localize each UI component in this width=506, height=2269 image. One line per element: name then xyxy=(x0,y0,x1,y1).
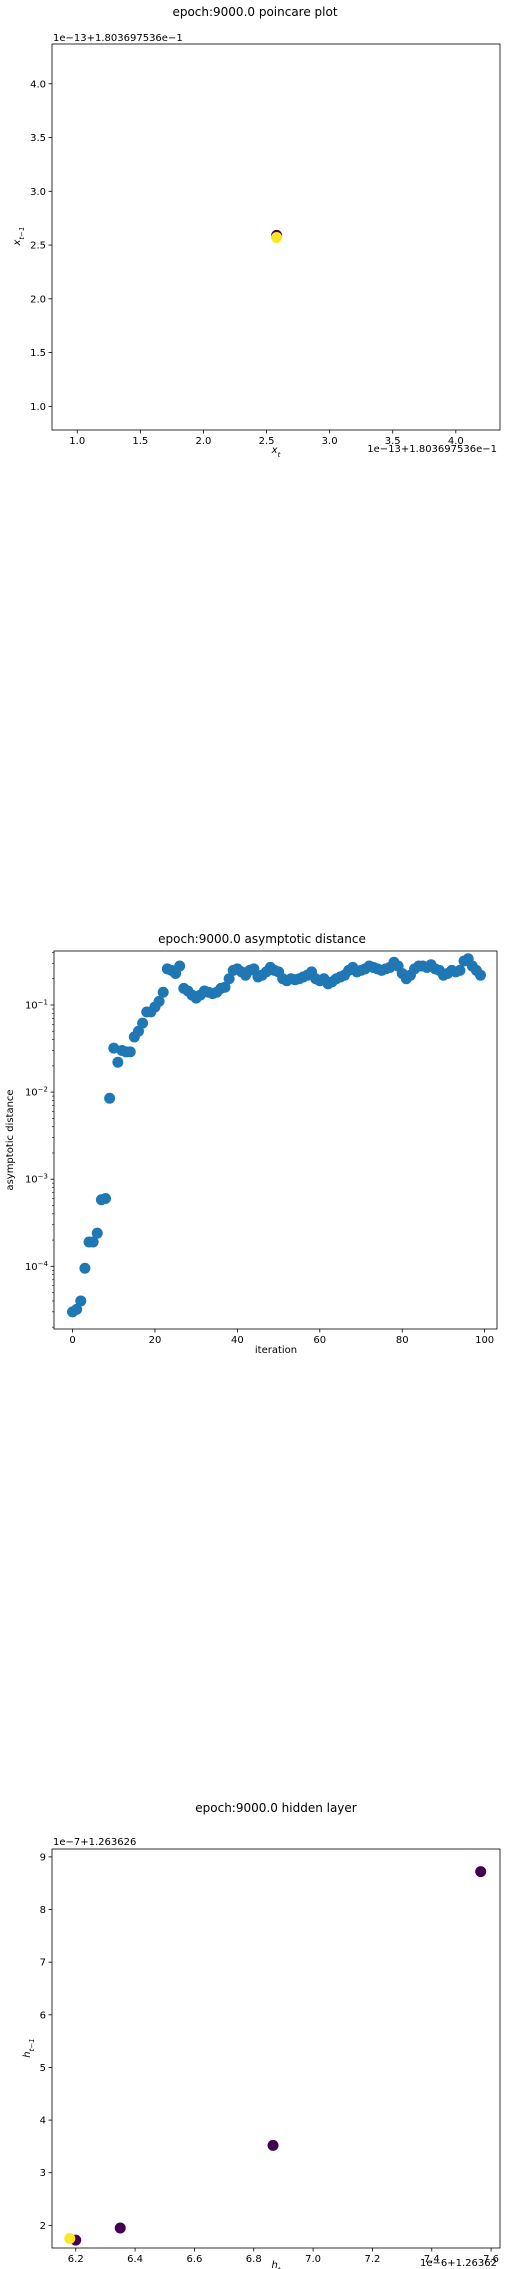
scatter-point xyxy=(91,1227,103,1239)
scatter-point xyxy=(114,2222,126,2234)
x-tick-label: 6.6 xyxy=(186,2254,202,2265)
x-tick-label: 80 xyxy=(396,1335,409,1346)
x-tick-label: 0 xyxy=(69,1335,75,1346)
y-tick-label: 10−4 xyxy=(25,1260,49,1273)
x-tick-label: 3.0 xyxy=(322,436,338,447)
hidden-y-ticks: 2 3 4 5 6 7 8 9 xyxy=(40,1852,52,2232)
asymptotic-x-axis-label: iteration xyxy=(255,1345,297,1356)
scatter-point xyxy=(124,1046,136,1058)
scatter-point xyxy=(267,2139,279,2151)
poincare-y-axis-label: xt−1 xyxy=(12,227,26,247)
x-tick-label: 6.2 xyxy=(68,2254,84,2265)
y-tick-label: 10−1 xyxy=(25,999,48,1012)
hidden-x-axis-label: ht xyxy=(271,2260,280,2269)
scatter-point xyxy=(100,1193,112,1205)
x-tick-label: 1.5 xyxy=(132,436,148,447)
asymptotic-distance-chart: epoch:9000.0 asymptotic distance iterati… xyxy=(5,932,498,1356)
hidden-x-ticks: 6.2 6.4 6.6 6.8 7.0 7.2 7.4 7.6 xyxy=(68,2248,499,2265)
y-tick-label: 4.0 xyxy=(30,79,46,90)
hidden-x-offset-label: 1e−6+1.26362 xyxy=(420,2258,497,2269)
x-tick-label: 40 xyxy=(231,1335,244,1346)
y-tick-label: 10−2 xyxy=(25,1086,48,1099)
asymptotic-y-ticks: 10−4 10−3 10−2 10−1 xyxy=(25,952,54,1328)
scatter-point xyxy=(248,963,260,975)
scatter-point xyxy=(219,981,231,993)
y-tick-label: 8 xyxy=(40,1905,46,1916)
asymptotic-axes-frame xyxy=(53,950,498,1330)
y-tick-label: 5 xyxy=(40,2063,46,2074)
asymptotic-points xyxy=(67,953,487,1318)
scatter-point xyxy=(157,986,169,998)
y-tick-label: 3 xyxy=(40,2168,46,2179)
poincare-y-offset-label: 1e−13+1.803697536e−1 xyxy=(53,33,183,44)
scatter-point xyxy=(174,960,186,972)
hidden-y-axis-label: ht−1 xyxy=(22,2038,36,2057)
asymptotic-x-ticks: 0 20 40 60 80 100 xyxy=(69,1329,494,1346)
x-tick-label: 7.0 xyxy=(305,2254,321,2265)
x-tick-label: 20 xyxy=(149,1335,162,1346)
y-tick-label: 3.0 xyxy=(30,187,46,198)
scatter-point xyxy=(454,964,466,976)
hidden-points xyxy=(64,1866,487,2246)
scatter-point xyxy=(71,1303,83,1315)
poincare-x-offset-label: 1e−13+1.803697536e−1 xyxy=(367,444,497,455)
x-tick-label: 100 xyxy=(475,1335,494,1346)
y-tick-label: 9 xyxy=(40,1852,46,1863)
scatter-point xyxy=(79,1262,91,1274)
scatter-point xyxy=(475,1866,487,1878)
x-tick-label: 3.5 xyxy=(385,436,401,447)
y-tick-label: 1.5 xyxy=(30,348,46,359)
y-tick-label: 2.0 xyxy=(30,294,46,305)
scatter-point xyxy=(108,1042,120,1054)
hidden-axes-frame xyxy=(51,1848,501,2249)
x-tick-label: 60 xyxy=(313,1335,326,1346)
y-tick-label: 1.0 xyxy=(30,402,46,413)
hidden-y-offset-label: 1e−7+1.263626 xyxy=(53,1837,136,1848)
y-tick-label: 7 xyxy=(40,1958,46,1969)
scatter-point xyxy=(271,232,283,244)
scatter-point xyxy=(87,1236,99,1248)
x-tick-label: 7.6 xyxy=(483,2254,499,2265)
scatter-point xyxy=(475,969,487,981)
hidden-title: epoch:9000.0 hidden layer xyxy=(195,1801,357,1815)
poincare-y-ticks: 1.0 1.5 2.0 2.5 3.0 3.5 4.0 xyxy=(30,79,52,413)
poincare-title: epoch:9000.0 poincare plot xyxy=(172,5,337,19)
x-tick-label: 6.4 xyxy=(127,2254,143,2265)
scatter-point xyxy=(223,973,235,985)
y-tick-label: 10−3 xyxy=(25,1173,48,1186)
y-tick-label: 4 xyxy=(40,2116,46,2127)
y-tick-label: 2 xyxy=(40,2221,46,2232)
x-tick-label: 7.4 xyxy=(424,2254,440,2265)
x-tick-label: 4.0 xyxy=(448,436,464,447)
x-tick-label: 1.0 xyxy=(69,436,85,447)
y-tick-label: 2.5 xyxy=(30,241,46,252)
x-tick-label: 2.5 xyxy=(259,436,275,447)
scatter-point xyxy=(137,1017,149,1029)
poincare-x-axis-label: xt xyxy=(271,445,281,459)
x-tick-label: 6.8 xyxy=(246,2254,262,2265)
hidden-layer-chart: epoch:9000.0 hidden layer 1e−7+1.263626 … xyxy=(22,1801,501,2269)
poincare-chart: epoch:9000.0 poincare plot 1e−13+1.80369… xyxy=(12,5,501,459)
scatter-point xyxy=(64,2233,76,2245)
y-tick-label: 6 xyxy=(40,2010,46,2021)
scatter-point xyxy=(104,1092,116,1104)
x-tick-label: 2.0 xyxy=(195,436,211,447)
scatter-point xyxy=(112,1056,124,1068)
asymptotic-y-axis-label: asymptotic distance xyxy=(5,1089,16,1190)
scatter-point xyxy=(153,995,165,1007)
asymptotic-title: epoch:9000.0 asymptotic distance xyxy=(158,932,366,946)
scatter-point xyxy=(75,1295,87,1307)
y-tick-label: 3.5 xyxy=(30,133,46,144)
x-tick-label: 7.2 xyxy=(364,2254,380,2265)
scatter-point xyxy=(132,1025,144,1037)
poincare-points xyxy=(271,229,283,244)
poincare-x-ticks: 1.0 1.5 2.0 2.5 3.0 3.5 4.0 xyxy=(69,430,464,447)
